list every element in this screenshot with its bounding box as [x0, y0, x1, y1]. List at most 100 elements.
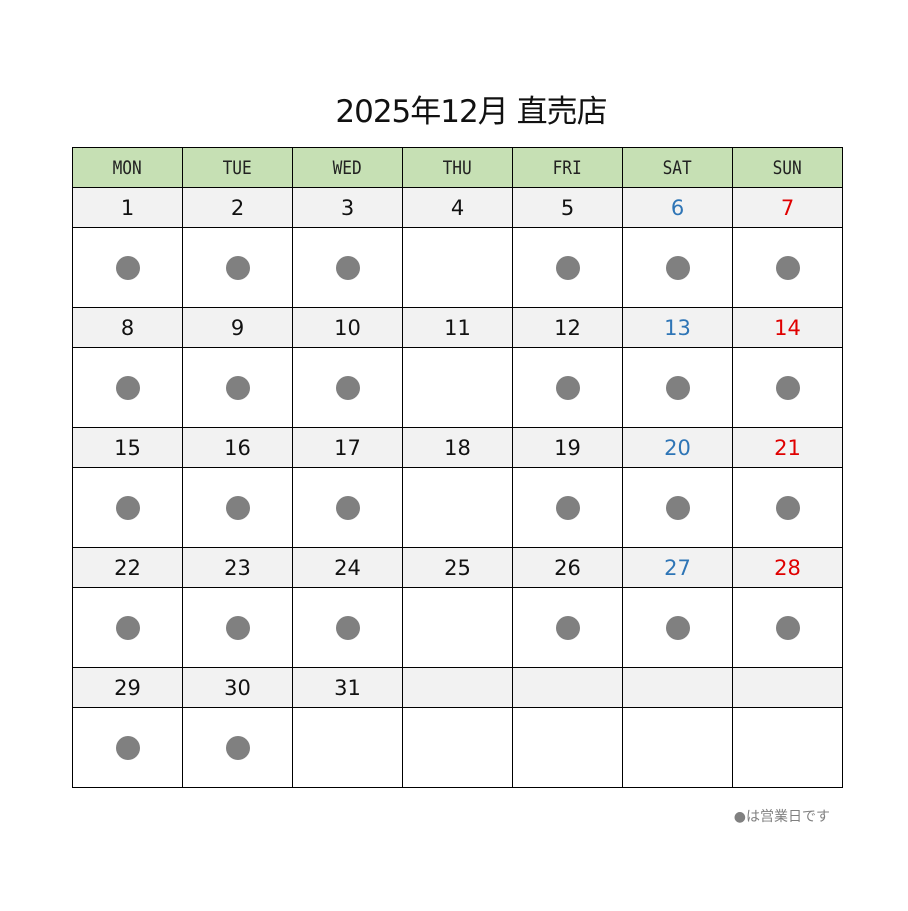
open-day-dot-icon [555, 615, 580, 640]
page-title: 2025年12月 直売店 [335, 94, 607, 130]
day-number [402, 667, 513, 708]
weekday-label: TUE [222, 156, 253, 179]
day-number: 24 [292, 547, 403, 588]
day-status-cell [622, 467, 733, 548]
day-number: 4 [402, 187, 513, 228]
day-number: 3 [292, 187, 403, 228]
open-day-dot-icon [665, 375, 690, 400]
weekday-label: FRI [552, 156, 583, 179]
day-number: 12 [512, 307, 623, 348]
open-day-dot-icon [225, 375, 250, 400]
day-status-cell [182, 227, 293, 308]
day-number: 22 [72, 547, 183, 588]
weekday-label: SUN [772, 156, 803, 179]
day-status-cell [402, 467, 513, 548]
date-row: 15 16 17 18 19 20 21 [72, 427, 843, 468]
status-row [72, 707, 843, 788]
open-day-dot-icon [115, 615, 140, 640]
day-status-cell [402, 227, 513, 308]
day-status-cell [732, 707, 843, 788]
day-status-cell [732, 347, 843, 428]
day-status-cell [512, 707, 623, 788]
day-number [622, 667, 733, 708]
day-status-cell [182, 347, 293, 428]
day-status-cell [402, 587, 513, 668]
weekday-sat: SAT [622, 147, 733, 188]
day-number [512, 667, 623, 708]
open-day-dot-icon [335, 375, 360, 400]
open-day-dot-icon [775, 495, 800, 520]
day-status-cell [402, 347, 513, 428]
open-day-dot-icon [555, 495, 580, 520]
day-status-cell [622, 227, 733, 308]
day-status-cell [512, 467, 623, 548]
status-row [72, 347, 843, 428]
status-row [72, 467, 843, 548]
day-number: 8 [72, 307, 183, 348]
open-day-dot-icon [335, 495, 360, 520]
open-day-dot-icon [225, 615, 250, 640]
open-day-dot-icon [775, 375, 800, 400]
open-day-dot-icon [115, 735, 140, 760]
day-status-cell [292, 467, 403, 548]
day-status-cell [732, 467, 843, 548]
weekday-fri: FRI [512, 147, 623, 188]
open-day-dot-icon [775, 615, 800, 640]
day-number: 1 [72, 187, 183, 228]
day-number: 20 [622, 427, 733, 468]
status-row [72, 227, 843, 308]
day-status-cell [182, 467, 293, 548]
calendar-table: MON TUE WED THU FRI SAT SUN 1 2 3 4 5 6 7 8 9 10 11 12 13 1… [72, 147, 843, 788]
day-status-cell [182, 707, 293, 788]
open-day-dot-icon [665, 615, 690, 640]
weekday-label: SAT [662, 156, 693, 179]
day-status-cell [292, 707, 403, 788]
day-number: 23 [182, 547, 293, 588]
day-status-cell [402, 707, 513, 788]
weekday-sun: SUN [732, 147, 843, 188]
day-status-cell [512, 227, 623, 308]
day-status-cell [622, 587, 733, 668]
day-status-cell [72, 227, 183, 308]
open-day-dot-icon [115, 255, 140, 280]
weekday-mon: MON [72, 147, 183, 188]
open-day-dot-icon [555, 255, 580, 280]
day-status-cell [72, 587, 183, 668]
day-status-cell [72, 347, 183, 428]
day-number: 30 [182, 667, 293, 708]
date-row: 22 23 24 25 26 27 28 [72, 547, 843, 588]
day-number: 27 [622, 547, 733, 588]
day-status-cell [72, 707, 183, 788]
date-row: 8 9 10 11 12 13 14 [72, 307, 843, 348]
day-number: 17 [292, 427, 403, 468]
day-number: 7 [732, 187, 843, 228]
weekday-label: WED [332, 156, 363, 179]
day-number: 21 [732, 427, 843, 468]
day-status-cell [732, 227, 843, 308]
day-number: 13 [622, 307, 733, 348]
open-day-dot-icon [115, 495, 140, 520]
day-status-cell [292, 347, 403, 428]
day-status-cell [622, 707, 733, 788]
day-status-cell [72, 467, 183, 548]
day-status-cell [512, 347, 623, 428]
day-number: 15 [72, 427, 183, 468]
day-status-cell [292, 227, 403, 308]
weekday-wed: WED [292, 147, 403, 188]
day-number: 14 [732, 307, 843, 348]
open-day-dot-icon [775, 255, 800, 280]
open-day-dot-icon [115, 375, 140, 400]
day-number: 6 [622, 187, 733, 228]
day-number: 2 [182, 187, 293, 228]
weekday-header-row: MON TUE WED THU FRI SAT SUN [72, 147, 843, 188]
day-number: 29 [72, 667, 183, 708]
open-day-dot-icon [225, 495, 250, 520]
day-status-cell [512, 587, 623, 668]
day-status-cell [182, 587, 293, 668]
day-number: 5 [512, 187, 623, 228]
day-number: 11 [402, 307, 513, 348]
day-number: 31 [292, 667, 403, 708]
day-number: 19 [512, 427, 623, 468]
day-number: 25 [402, 547, 513, 588]
